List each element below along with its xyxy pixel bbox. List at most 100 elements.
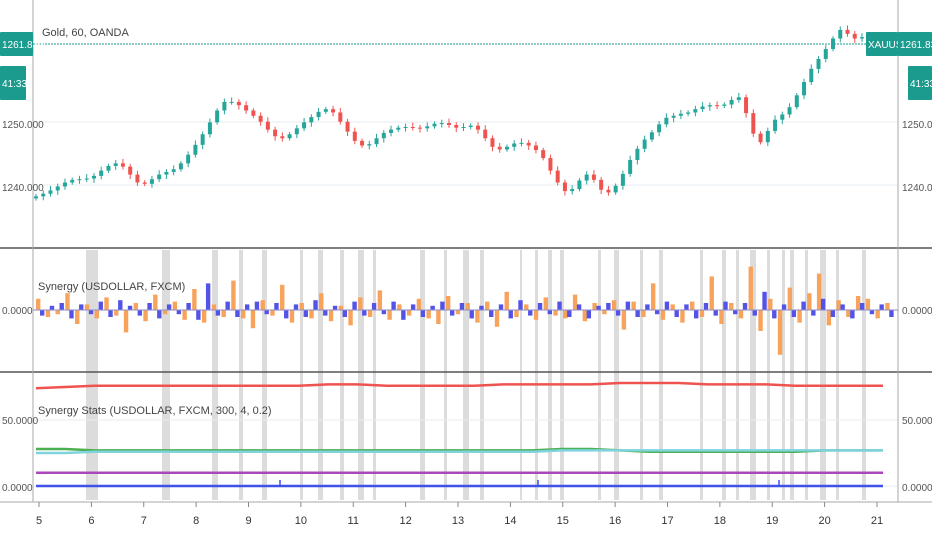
synergy-bar-blue	[703, 303, 709, 310]
candle-body	[302, 122, 307, 129]
synergy-bar-orange	[865, 298, 871, 310]
synergy-bar-orange	[885, 303, 890, 310]
synergy-bar-orange	[133, 303, 139, 310]
candle-body	[823, 49, 828, 59]
synergy-bar-orange	[719, 310, 724, 324]
candle-body	[678, 113, 683, 116]
synergy-bar-blue	[742, 303, 748, 310]
candle-body	[425, 126, 430, 129]
synergy-bar-blue	[889, 310, 894, 317]
stats-tick-right: 50.0000	[902, 416, 932, 427]
synergy-bar-orange	[319, 293, 324, 310]
date-tick-label: 11	[348, 515, 359, 527]
synergy-bar-blue	[420, 310, 426, 317]
synergy-bar-orange	[231, 280, 236, 310]
candle-body	[193, 144, 198, 155]
highlight-column	[836, 250, 839, 500]
synergy-bar-blue	[284, 310, 289, 319]
candle-body	[352, 131, 357, 141]
synergy-bar-orange	[328, 310, 334, 322]
date-tick-label: 6	[88, 515, 94, 527]
synergy-bar-orange	[650, 283, 656, 310]
candle-body	[780, 114, 785, 120]
candle-body	[715, 105, 720, 107]
candle-body	[41, 193, 46, 197]
date-tick-label: 12	[400, 515, 412, 527]
candle-body	[323, 109, 328, 112]
candle-body	[236, 101, 241, 106]
synergy-bar-blue	[596, 305, 601, 310]
date-axis[interactable]: 5 6 7 8 9 10 11 12 13 14 15 16 17 18 19 20 21	[36, 502, 883, 527]
highlight-column	[358, 250, 364, 500]
symbol-label: XAUUSD	[868, 40, 910, 51]
synergy-bar-orange	[367, 310, 373, 317]
synergy-bar-orange	[485, 301, 490, 310]
synergy-tick-right: 0.0000	[902, 306, 932, 317]
candle-body	[215, 110, 220, 123]
candle-body	[765, 130, 770, 143]
candle-body	[736, 97, 741, 100]
candle-body	[642, 139, 647, 149]
synergy-bar-orange	[153, 294, 158, 310]
synergy-bar-orange	[855, 296, 861, 310]
candle-body	[649, 132, 654, 140]
highlight-column	[535, 250, 538, 500]
highlight-column	[520, 250, 522, 500]
session-highlights	[86, 250, 866, 500]
synergy-bar-orange	[621, 310, 627, 330]
highlight-column	[640, 250, 643, 500]
synergy-bar-orange	[445, 296, 451, 310]
synergy-bar-orange	[807, 293, 812, 310]
candle-body	[396, 127, 401, 130]
highlight-column	[659, 250, 663, 500]
candle-body	[34, 196, 38, 199]
synergy-bar-orange	[455, 310, 461, 315]
candle-body	[831, 38, 836, 50]
synergy-bar-blue	[850, 310, 855, 319]
synergy-bar-orange	[787, 287, 793, 310]
synergy-bar-orange	[358, 297, 363, 310]
synergy-bar-orange	[465, 303, 470, 310]
synergy-bar-blue	[323, 310, 328, 316]
synergy-bar-blue	[88, 310, 94, 315]
synergy-bar-blue	[645, 304, 650, 310]
highlight-column	[340, 250, 344, 500]
date-tick-label: 5	[36, 515, 42, 527]
symbol-badge: XAUUSD	[866, 32, 910, 56]
synergy-bar-blue	[449, 310, 455, 316]
date-tick-label: 16	[609, 515, 621, 527]
candle-body	[338, 112, 343, 122]
date-tick-label: 17	[661, 515, 673, 527]
synergy-bar-orange	[250, 310, 256, 329]
date-tick-label: 20	[819, 515, 831, 527]
synergy-bar-blue	[264, 310, 269, 315]
highlight-column	[820, 250, 826, 500]
synergy-bar-blue	[244, 304, 250, 310]
candle-body	[135, 174, 140, 183]
synergy-bar-orange	[738, 310, 744, 319]
synergy-bar-blue	[518, 300, 523, 310]
candle-body	[461, 127, 466, 128]
candle-body	[722, 104, 727, 106]
synergy-bar-orange	[846, 310, 851, 317]
date-tick-label: 8	[193, 515, 199, 527]
synergy-bar-blue	[293, 304, 299, 310]
highlight-column	[300, 250, 303, 500]
synergy-bar-orange	[221, 310, 226, 317]
synergy-bar-orange	[572, 294, 578, 310]
candle-body	[113, 163, 118, 166]
synergy-bar-blue	[49, 305, 55, 310]
candle-body	[497, 146, 502, 150]
synergy-bar-orange	[748, 266, 753, 310]
candle-body	[222, 101, 227, 111]
stats-line-green	[36, 447, 883, 453]
candle-body	[577, 180, 582, 190]
candle-body	[671, 115, 676, 118]
synergy-bar-blue	[118, 300, 123, 310]
candle-body	[700, 106, 705, 110]
synergy-bar-orange	[280, 284, 285, 310]
candle-body	[657, 124, 662, 133]
synergy-bar-orange	[680, 310, 685, 323]
candle-body	[744, 97, 749, 114]
